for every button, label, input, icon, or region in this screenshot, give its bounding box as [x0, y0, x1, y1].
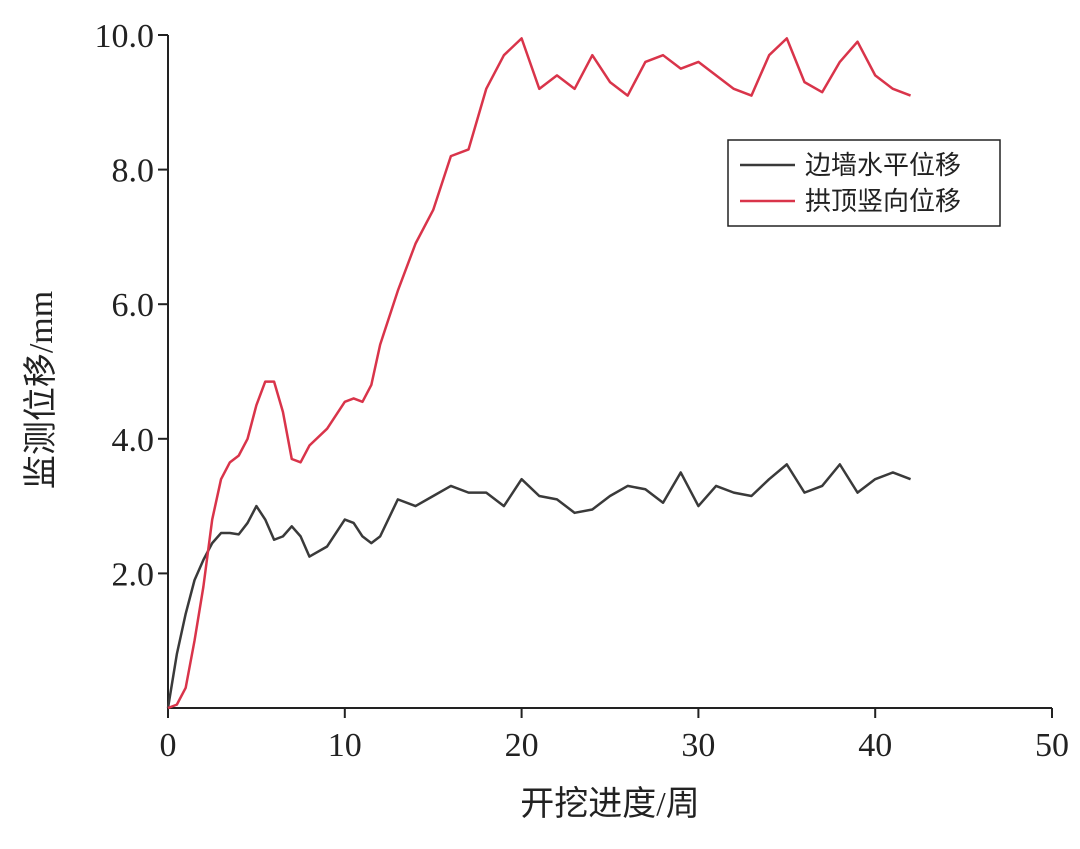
x-tick-label: 50	[1035, 727, 1069, 764]
series-line	[167, 37, 912, 710]
y-tick-label: 2.0	[112, 556, 155, 593]
x-tick-label: 40	[858, 727, 892, 764]
x-tick-label: 10	[328, 727, 362, 764]
x-axis-label: 开挖进度/周	[520, 785, 699, 823]
y-tick-label: 8.0	[112, 153, 155, 190]
legend-label: 拱顶竖向位移	[805, 187, 961, 216]
legend-label: 边墙水平位移	[805, 151, 961, 180]
y-tick-label: 4.0	[112, 422, 155, 459]
series-line	[166, 463, 912, 709]
x-tick-label: 20	[505, 727, 539, 764]
y-axis-label: 监测位移/mm	[22, 291, 60, 489]
x-tick-label: 30	[681, 727, 715, 764]
legend-box	[727, 139, 1001, 227]
y-tick-label: 10.0	[95, 18, 155, 55]
x-tick-label: 0	[160, 727, 177, 764]
y-tick-label: 6.0	[112, 287, 155, 324]
